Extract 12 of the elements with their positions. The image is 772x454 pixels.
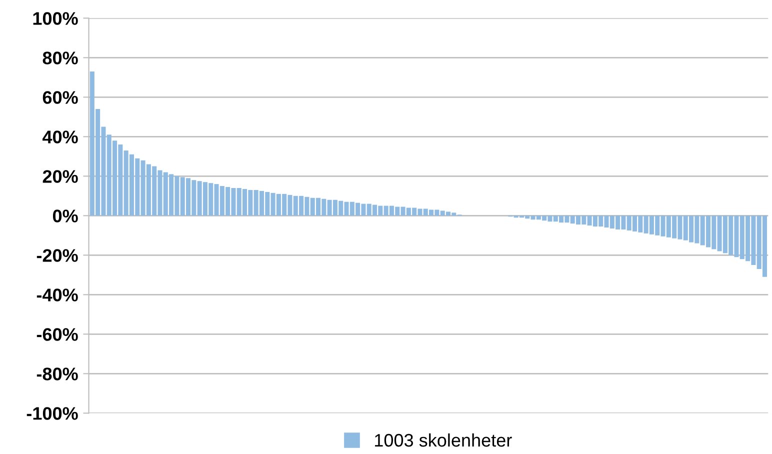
y-tick-label: -100%	[26, 407, 78, 420]
legend-label: 1003 skolenheter	[375, 433, 512, 447]
y-tick-label: 80%	[42, 52, 78, 64]
y-tick-label: 40%	[42, 130, 78, 144]
y-tick-label: 60%	[42, 91, 78, 104]
y-tick-label: -80%	[36, 368, 78, 380]
y-tick-label: 100%	[33, 12, 78, 25]
y-tick-label: -40%	[36, 288, 78, 302]
y-tick-label: 0%	[52, 210, 78, 222]
y-tick-label: -60%	[36, 328, 78, 341]
y-tick-label: -20%	[36, 249, 78, 262]
y-tick-label: 20%	[42, 170, 78, 183]
